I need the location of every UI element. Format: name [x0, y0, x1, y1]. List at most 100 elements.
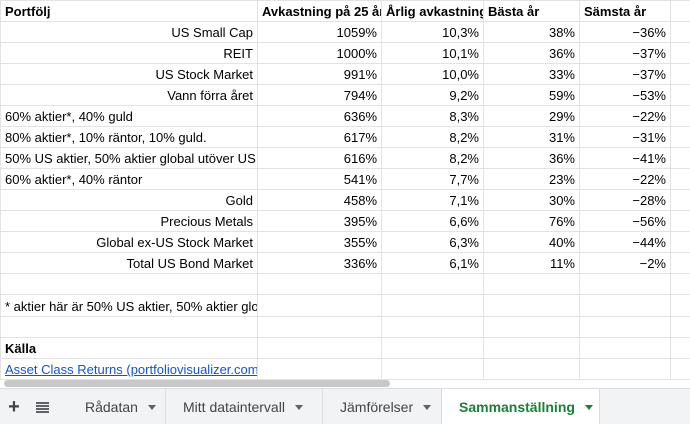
add-sheet-button[interactable]: +	[0, 389, 28, 424]
worst-year-cell[interactable]: −22%	[579, 105, 671, 127]
empty-cell[interactable]	[483, 316, 580, 338]
empty-cell[interactable]	[670, 358, 690, 380]
header-portfolio[interactable]: Portfölj	[0, 0, 258, 22]
worst-year-cell[interactable]: −37%	[579, 42, 671, 64]
caret-down-icon[interactable]	[147, 404, 156, 410]
empty-cell[interactable]	[483, 337, 580, 359]
caret-down-icon[interactable]	[423, 404, 432, 410]
empty-cell[interactable]	[579, 294, 671, 317]
empty-cell[interactable]	[257, 273, 382, 295]
total-return-cell[interactable]: 541%	[257, 168, 382, 190]
portfolio-name-cell[interactable]: US Stock Market	[0, 63, 258, 85]
worst-year-cell[interactable]: −37%	[579, 63, 671, 85]
total-return-cell[interactable]: 336%	[257, 252, 382, 274]
portfolio-name-cell[interactable]: 60% aktier*, 40% räntor	[0, 168, 258, 190]
portfolio-name-cell[interactable]: 80% aktier*, 10% räntor, 10% guld.	[0, 126, 258, 148]
total-return-cell[interactable]: 636%	[257, 105, 382, 127]
empty-cell[interactable]	[257, 358, 382, 380]
worst-year-cell[interactable]: −41%	[579, 147, 671, 169]
total-return-cell[interactable]: 617%	[257, 126, 382, 148]
empty-cell[interactable]	[670, 21, 690, 43]
empty-cell[interactable]	[670, 168, 690, 190]
footnote-cell[interactable]: * aktier här är 50% US aktier, 50% aktie…	[0, 294, 258, 317]
tab-radatan[interactable]: Rådatan	[68, 389, 166, 424]
worst-year-cell[interactable]: −2%	[579, 252, 671, 274]
empty-cell[interactable]	[579, 273, 671, 295]
header-worst-year[interactable]: Sämsta år	[579, 0, 671, 22]
source-heading-cell[interactable]: Källa	[0, 337, 258, 359]
best-year-cell[interactable]: 30%	[483, 189, 580, 211]
caret-down-icon[interactable]	[294, 404, 303, 410]
spreadsheet-grid[interactable]: Portfölj Avkastning på 25 år Årlig avkas…	[0, 0, 690, 380]
empty-cell[interactable]	[670, 210, 690, 232]
portfolio-name-cell[interactable]: Gold	[0, 189, 258, 211]
header-best-year[interactable]: Bästa år	[483, 0, 580, 22]
portfolio-name-cell[interactable]: Vann förra året	[0, 84, 258, 106]
empty-cell[interactable]	[670, 0, 690, 22]
worst-year-cell[interactable]: −56%	[579, 210, 671, 232]
annual-return-cell[interactable]: 9,2%	[381, 84, 484, 106]
empty-cell[interactable]	[381, 273, 484, 295]
annual-return-cell[interactable]: 10,3%	[381, 21, 484, 43]
portfolio-name-cell[interactable]: Precious Metals	[0, 210, 258, 232]
best-year-cell[interactable]: 76%	[483, 210, 580, 232]
worst-year-cell[interactable]: −36%	[579, 21, 671, 43]
tab-jamforelser[interactable]: Jämförelser	[323, 389, 442, 424]
portfolio-name-cell[interactable]: Global ex-US Stock Market	[0, 231, 258, 253]
empty-cell[interactable]	[381, 316, 484, 338]
annual-return-cell[interactable]: 10,0%	[381, 63, 484, 85]
annual-return-cell[interactable]: 6,3%	[381, 231, 484, 253]
portfolio-name-cell[interactable]: Total US Bond Market	[0, 252, 258, 274]
best-year-cell[interactable]: 36%	[483, 42, 580, 64]
header-total-return[interactable]: Avkastning på 25 år	[257, 0, 382, 22]
total-return-cell[interactable]: 395%	[257, 210, 382, 232]
tab-sammanstallning[interactable]: Sammanställning	[442, 389, 600, 424]
empty-cell[interactable]	[257, 316, 382, 338]
empty-cell[interactable]	[579, 358, 671, 380]
total-return-cell[interactable]: 1000%	[257, 42, 382, 64]
empty-cell[interactable]	[0, 316, 258, 338]
worst-year-cell[interactable]: −31%	[579, 126, 671, 148]
empty-cell[interactable]	[670, 42, 690, 64]
annual-return-cell[interactable]: 8,2%	[381, 147, 484, 169]
total-return-cell[interactable]: 458%	[257, 189, 382, 211]
annual-return-cell[interactable]: 6,1%	[381, 252, 484, 274]
best-year-cell[interactable]: 23%	[483, 168, 580, 190]
empty-cell[interactable]	[670, 105, 690, 127]
header-annual-return[interactable]: Årlig avkastning	[381, 0, 484, 22]
best-year-cell[interactable]: 38%	[483, 21, 580, 43]
empty-cell[interactable]	[670, 252, 690, 274]
worst-year-cell[interactable]: −53%	[579, 84, 671, 106]
portfolio-name-cell[interactable]: REIT	[0, 42, 258, 64]
total-return-cell[interactable]: 616%	[257, 147, 382, 169]
all-sheets-button[interactable]	[28, 389, 56, 424]
annual-return-cell[interactable]: 7,1%	[381, 189, 484, 211]
empty-cell[interactable]	[670, 316, 690, 338]
annual-return-cell[interactable]: 6,6%	[381, 210, 484, 232]
portfolio-name-cell[interactable]: US Small Cap	[0, 21, 258, 43]
annual-return-cell[interactable]: 8,2%	[381, 126, 484, 148]
caret-down-icon[interactable]	[584, 404, 593, 410]
worst-year-cell[interactable]: −44%	[579, 231, 671, 253]
empty-cell[interactable]	[257, 337, 382, 359]
scrollbar-thumb[interactable]	[4, 380, 390, 387]
annual-return-cell[interactable]: 7,7%	[381, 168, 484, 190]
empty-cell[interactable]	[483, 294, 580, 317]
total-return-cell[interactable]: 991%	[257, 63, 382, 85]
empty-cell[interactable]	[670, 63, 690, 85]
best-year-cell[interactable]: 33%	[483, 63, 580, 85]
annual-return-cell[interactable]: 10,1%	[381, 42, 484, 64]
best-year-cell[interactable]: 11%	[483, 252, 580, 274]
best-year-cell[interactable]: 40%	[483, 231, 580, 253]
best-year-cell[interactable]: 36%	[483, 147, 580, 169]
portfolio-name-cell[interactable]: 50% US aktier, 50% aktier global utöver …	[0, 147, 258, 169]
worst-year-cell[interactable]: −28%	[579, 189, 671, 211]
empty-cell[interactable]	[381, 358, 484, 380]
total-return-cell[interactable]: 794%	[257, 84, 382, 106]
best-year-cell[interactable]: 29%	[483, 105, 580, 127]
source-link[interactable]: Asset Class Returns (portfoliovisualizer…	[0, 358, 258, 380]
empty-cell[interactable]	[579, 316, 671, 338]
empty-cell[interactable]	[670, 294, 690, 317]
empty-cell[interactable]	[381, 294, 484, 317]
empty-cell[interactable]	[381, 337, 484, 359]
